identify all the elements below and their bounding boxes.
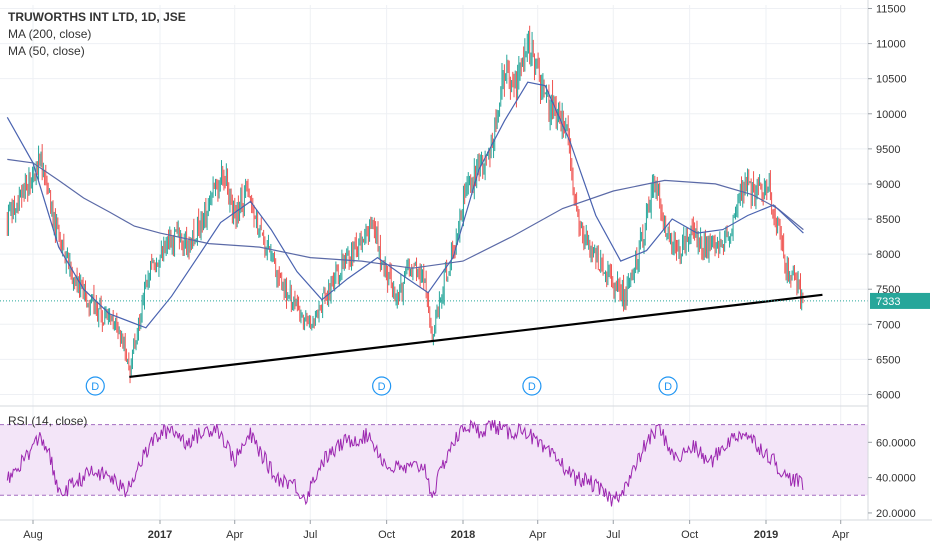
dividend-marker-3: D [658, 376, 678, 396]
price-tick-label-9: 10500 [876, 74, 907, 86]
dividend-marker-0: D [85, 376, 105, 396]
price-tick-label-6: 9000 [876, 179, 900, 191]
x-tick-label-1: 2017 [148, 529, 172, 541]
price-tick-label-0: 6000 [876, 389, 900, 401]
rsi-pane [0, 419, 868, 507]
legend-ma200: MA (200, close) [8, 27, 92, 41]
x-tick-label-3: Jul [303, 529, 317, 541]
rsi-legend: RSI (14, close) [8, 414, 88, 428]
price-tick-label-10: 11000 [876, 39, 906, 51]
price-tick-label-2: 7000 [876, 319, 900, 331]
rsi-line [6, 419, 804, 507]
x-tick-label-4: Oct [378, 529, 395, 541]
ma50-line [6, 81, 804, 329]
price-tick-label-4: 8000 [876, 249, 900, 261]
dividend-circle-0 [85, 376, 105, 396]
x-tick-label-2: Apr [226, 529, 243, 541]
last-price-box [870, 292, 930, 309]
grid [0, 5, 868, 520]
dividend-label-0: D [91, 381, 99, 393]
chart-title: TRUWORTHS INT LTD, 1D, JSE [8, 10, 186, 24]
dividend-label-2: D [528, 381, 536, 393]
x-tick-label-10: Apr [832, 529, 849, 541]
x-tick-label-6: Apr [529, 529, 546, 541]
dividend-circle-1 [372, 376, 392, 396]
trendline [129, 293, 823, 379]
price-tick-label-11: 11500 [876, 4, 906, 16]
x-tick-label-8: Oct [681, 529, 698, 541]
x-tick-label-5: 2018 [451, 529, 475, 541]
right-axis-bg [868, 0, 932, 550]
dividend-circle-2 [522, 376, 542, 396]
legend: TRUWORTHS INT LTD, 1D, JSE MA (200, clos… [8, 9, 186, 60]
dividend-label-3: D [664, 381, 672, 393]
rsi-band [0, 424, 868, 496]
price-tick-label-1: 6500 [876, 354, 900, 366]
dividend-label-1: D [378, 381, 386, 393]
indicator-lines [0, 81, 868, 379]
x-tick-label-7: Jul [606, 529, 620, 541]
price-tick-label-7: 9500 [876, 144, 900, 156]
x-tick-label-0: Aug [23, 529, 43, 541]
rsi-tick-label-2: 60.0000 [876, 437, 916, 449]
ma200-line [7, 158, 804, 269]
rsi-tick-label-0: 20.0000 [876, 508, 916, 520]
candles [6, 25, 804, 384]
dividend-circle-3 [658, 376, 678, 396]
legend-ma50: MA (50, close) [8, 44, 85, 58]
rsi-tick-label-1: 40.0000 [876, 473, 916, 485]
price-tick-label-5: 8500 [876, 214, 900, 226]
last-price-label: 7333 [876, 296, 900, 308]
dividend-marker-1: D [372, 376, 392, 396]
dividend-marker-2: D [522, 376, 542, 396]
price-tick-label-8: 10000 [876, 109, 907, 121]
x-tick-label-9: 2019 [754, 529, 778, 541]
